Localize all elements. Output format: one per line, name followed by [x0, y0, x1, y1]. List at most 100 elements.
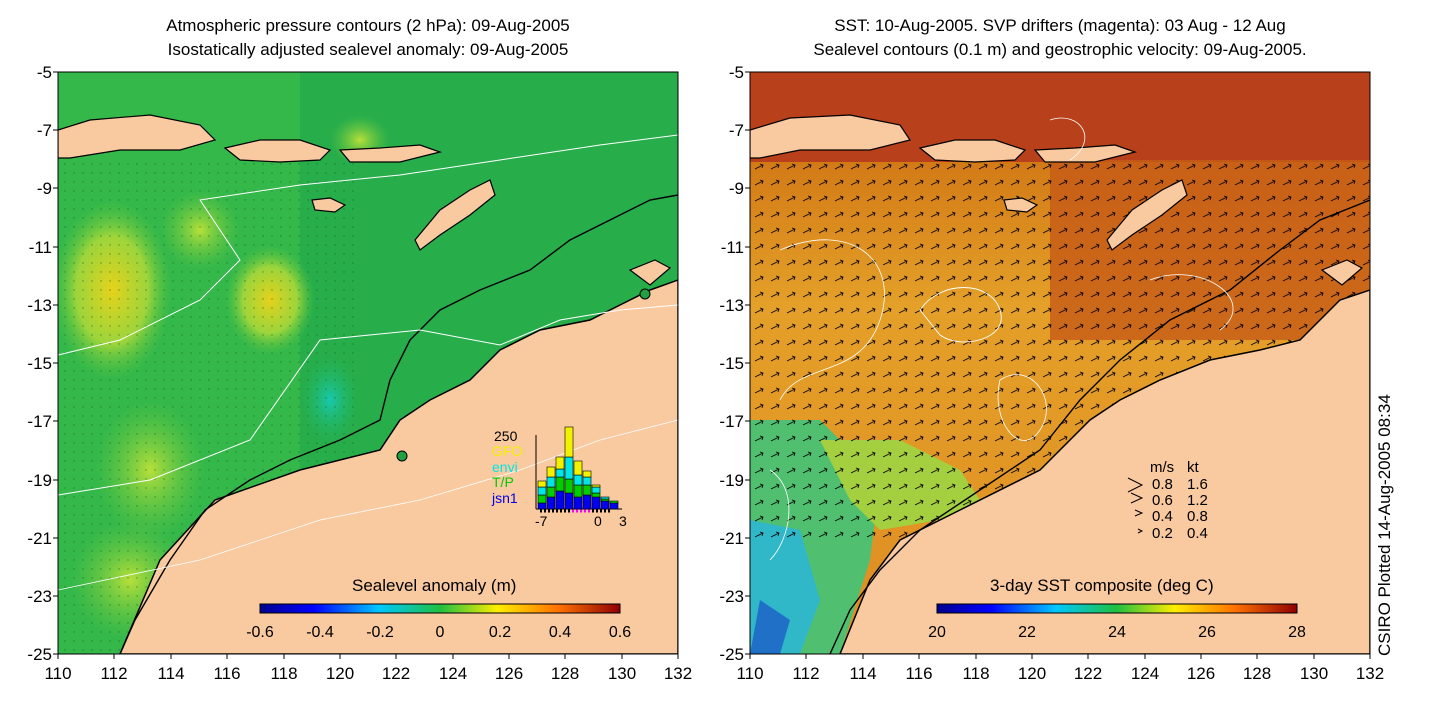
x-tick: 126 — [494, 664, 524, 683]
colorbar-tick: 28 — [1288, 624, 1306, 641]
histogram-bar — [537, 480, 547, 488]
histogram-bar — [555, 476, 565, 492]
colorbar-tick: -0.6 — [246, 624, 274, 641]
histogram-bar — [564, 478, 574, 494]
y-tick: -15 — [27, 354, 52, 373]
histogram-bar — [573, 484, 583, 498]
x-tick: 128 — [550, 664, 580, 683]
y-tick: -19 — [27, 471, 52, 490]
colorbar-tick: 0.4 — [548, 624, 572, 641]
left-title-line2: Isostatically adjusted sealevel anomaly:… — [167, 40, 569, 59]
histogram-ymax: 250 — [494, 428, 518, 444]
x-tick: 112 — [792, 664, 820, 683]
histogram-legend-envi: envi — [492, 459, 518, 475]
histogram-xtick: 0 — [594, 513, 602, 529]
x-tick: 120 — [1017, 664, 1047, 683]
y-tick: -11 — [28, 238, 52, 257]
histogram-bar — [564, 492, 574, 510]
velocity-key-ms: 0.6 — [1152, 492, 1173, 509]
histogram-xtick: -7 — [535, 513, 548, 529]
histogram-bar — [555, 490, 565, 510]
colorbar-tick: -0.2 — [366, 624, 394, 641]
y-tick: -5 — [728, 63, 744, 82]
y-tick: -17 — [27, 412, 52, 431]
histogram-bar — [555, 456, 565, 470]
right-title-line1: SST: 10-Aug-2005. SVP drifters (magenta)… — [834, 16, 1286, 35]
x-tick: 110 — [44, 664, 72, 683]
histogram-legend-tp: T/P — [492, 474, 514, 490]
histogram-bar — [546, 496, 556, 510]
x-tick: 124 — [1130, 664, 1160, 683]
histogram-bar — [555, 468, 565, 478]
histogram-bar — [573, 460, 583, 476]
sealevel-anomaly-map — [58, 72, 678, 654]
histogram-bar — [573, 474, 583, 486]
histogram-bar — [582, 470, 592, 478]
histogram-bar — [537, 502, 547, 510]
y-tick: -17 — [719, 412, 744, 431]
histogram-bar — [591, 492, 601, 498]
y-tick: -23 — [27, 587, 52, 606]
x-tick: 126 — [1186, 664, 1216, 683]
y-tick: -11 — [720, 238, 744, 257]
y-tick: -23 — [719, 587, 744, 606]
sst-colorbar — [936, 603, 1298, 614]
histogram-bar — [546, 486, 556, 498]
histogram-legend-gfo: GFO — [492, 443, 523, 459]
sst-map — [750, 72, 1370, 654]
colorbar-tick: 0.2 — [488, 624, 512, 641]
y-tick: -15 — [719, 354, 744, 373]
colorbar-tick: 0.6 — [608, 624, 632, 641]
colorbar-tick: 26 — [1198, 624, 1216, 641]
right-title-line2: Sealevel contours (0.1 m) and geostrophi… — [813, 40, 1307, 59]
x-tick: 130 — [607, 664, 637, 683]
y-tick: -7 — [728, 121, 744, 140]
y-tick: -13 — [27, 296, 52, 315]
colorbar-tick: 20 — [928, 624, 946, 641]
histogram-bar — [564, 456, 574, 480]
colorbar-tick: 22 — [1018, 624, 1036, 641]
histogram-bar — [537, 486, 547, 496]
x-tick: 124 — [438, 664, 468, 683]
colorbar-tick: 24 — [1108, 624, 1126, 641]
histogram-bar — [546, 476, 556, 488]
left-title-line1: Atmospheric pressure contours (2 hPa): 0… — [166, 16, 570, 35]
histogram-bar — [537, 494, 547, 504]
histogram-xtick: 3 — [619, 513, 627, 529]
velocity-key-arrows — [1127, 477, 1144, 534]
histogram-bar — [573, 496, 583, 510]
colorbar-tick: 0 — [435, 624, 445, 641]
histogram-bar — [591, 496, 601, 510]
velocity-key-ms: 0.2 — [1152, 525, 1173, 542]
velocity-key-header-ms: m/s — [1150, 459, 1175, 476]
x-tick: 116 — [213, 664, 241, 683]
histogram-bar — [600, 500, 610, 510]
x-tick: 114 — [849, 664, 877, 683]
histogram-bar — [591, 484, 601, 488]
y-tick: -21 — [27, 529, 52, 548]
sst-colorbar-title: 3-day SST composite (deg C) — [990, 576, 1214, 595]
histogram-bar — [546, 466, 556, 478]
velocity-key-kt: 1.2 — [1187, 492, 1208, 509]
y-tick: -25 — [27, 645, 52, 664]
sla-colorbar-title: Sealevel anomaly (m) — [352, 576, 517, 595]
y-tick: -25 — [719, 645, 744, 664]
colorbar-tick: -0.4 — [306, 624, 334, 641]
y-tick: -19 — [719, 471, 744, 490]
velocity-key-kt: 0.4 — [1187, 525, 1208, 542]
x-tick: 130 — [1299, 664, 1329, 683]
x-tick: 110 — [736, 664, 764, 683]
y-tick: -9 — [728, 179, 744, 198]
altimeter-histogram — [535, 426, 622, 513]
velocity-key-ms: 0.8 — [1152, 476, 1173, 493]
y-tick: -13 — [719, 296, 744, 315]
x-tick: 112 — [100, 664, 128, 683]
histogram-bar — [609, 500, 619, 504]
histogram-bar — [609, 502, 619, 510]
x-tick: 114 — [157, 664, 185, 683]
x-tick: 128 — [1242, 664, 1272, 683]
velocity-key-kt: 1.6 — [1187, 476, 1208, 493]
x-tick: 132 — [663, 664, 693, 683]
y-tick: -5 — [36, 63, 52, 82]
